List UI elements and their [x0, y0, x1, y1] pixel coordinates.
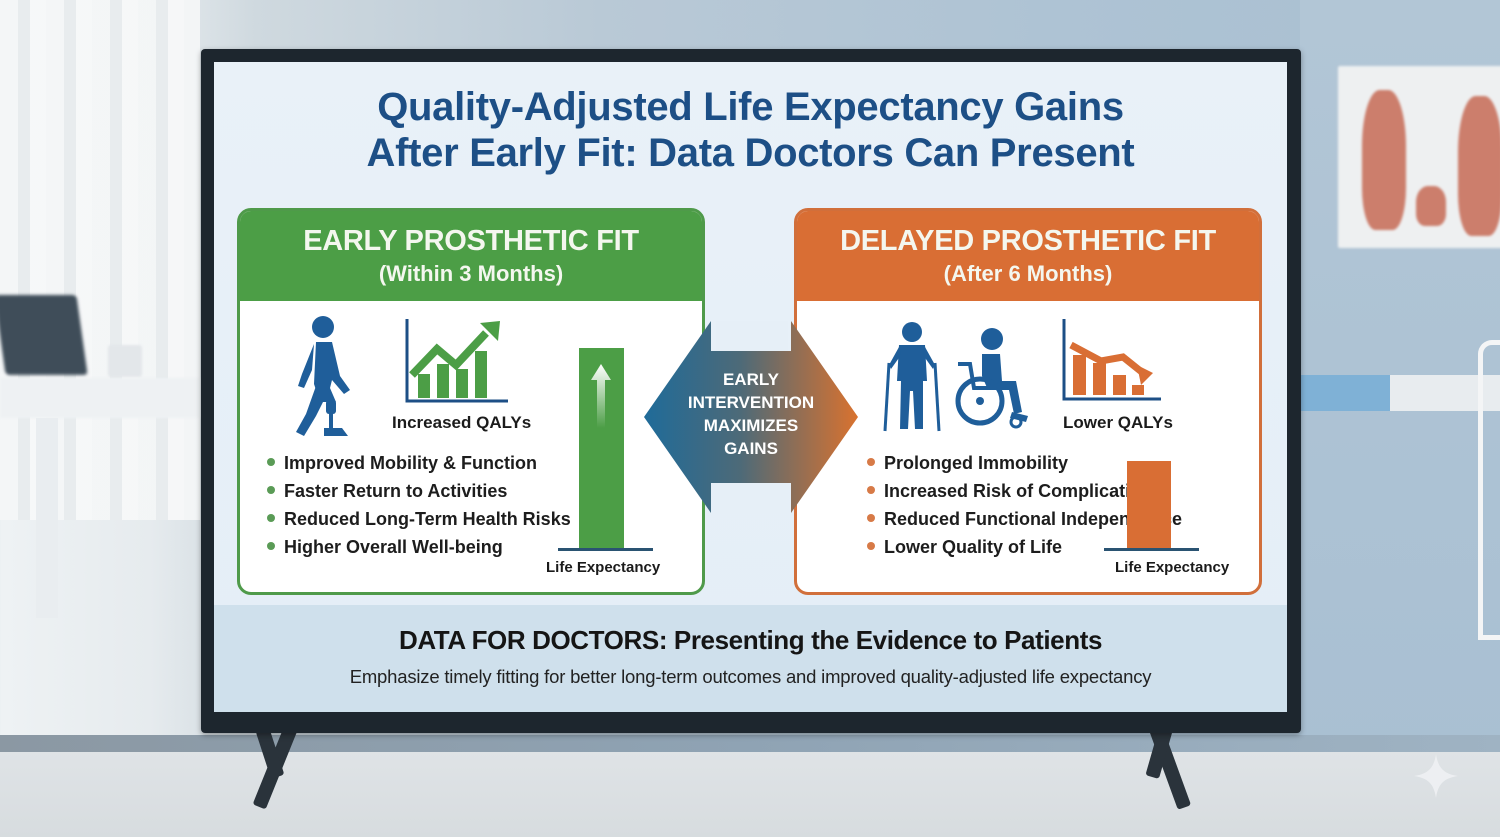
early-life-expectancy-label: Life Expectancy — [546, 559, 661, 576]
bullet-dot-icon — [267, 542, 275, 551]
delayed-fit-header: DELAYED PROSTHETIC FIT (After 6 Months) — [797, 211, 1259, 301]
bullet-dot-icon — [867, 514, 875, 523]
background-desk — [0, 378, 200, 418]
background-edge — [0, 735, 1500, 755]
up-arrow-icon — [591, 364, 611, 428]
delayed-life-expectancy-bar — [1127, 461, 1171, 550]
rising-bar-chart-icon — [405, 319, 508, 403]
delayed-fit-title: DELAYED PROSTHETIC FIT — [840, 225, 1216, 257]
list-item: Faster Return to Activities — [267, 477, 571, 505]
early-fit-title: EARLY PROSTHETIC FIT — [303, 225, 639, 257]
delayed-chart-baseline — [1104, 548, 1199, 551]
list-item: Increased Risk of Complications — [867, 477, 1182, 505]
title-line-1: Quality-Adjusted Life Expectancy Gains — [377, 85, 1124, 129]
window-curtain — [0, 0, 200, 520]
anatomy-poster — [1338, 66, 1500, 248]
bullet-dot-icon — [267, 458, 275, 467]
wheelchair-icon — [955, 328, 1028, 429]
list-item: Prolonged Immobility — [867, 449, 1182, 477]
bullet-dot-icon — [867, 486, 875, 495]
background-laptop — [0, 295, 88, 375]
table-surface — [0, 752, 1500, 837]
delayed-fit-subtitle: (After 6 Months) — [943, 261, 1113, 286]
bullet-dot-icon — [267, 514, 275, 523]
center-message: EARLY INTERVENTION MAXIMIZES GAINS — [687, 370, 815, 458]
person-crutches-icon — [883, 322, 941, 432]
double-arrow-icon — [644, 321, 858, 513]
lower-qalys-label: Lower QALYs — [1063, 413, 1173, 432]
title-line-2: After Early Fit: Data Doctors Can Presen… — [366, 131, 1135, 175]
list-item: Higher Overall Well-being — [267, 533, 571, 561]
walking-prosthetic-leg-icon — [296, 316, 350, 436]
delayed-fit-panel: DELAYED PROSTHETIC FIT (After 6 Months) — [794, 208, 1262, 595]
tv-monitor: Quality-Adjusted Life Expectancy Gains A… — [201, 49, 1301, 733]
bullet-dot-icon — [867, 542, 875, 551]
early-fit-header: EARLY PROSTHETIC FIT (Within 3 Months) — [240, 211, 702, 301]
bullet-dot-icon — [867, 458, 875, 467]
early-benefits-list: Improved Mobility & Function Faster Retu… — [267, 449, 571, 561]
background-cup — [108, 345, 142, 377]
exam-bench — [1300, 375, 1500, 411]
increased-qalys-label: Increased QALYs — [392, 413, 532, 432]
tv-screen: Quality-Adjusted Life Expectancy Gains A… — [214, 62, 1287, 712]
falling-bar-chart-icon — [1062, 319, 1161, 401]
list-item: Lower Quality of Life — [867, 533, 1182, 561]
early-chart-baseline — [558, 548, 653, 551]
early-fit-panel: EARLY PROSTHETIC FIT (Within 3 Months) — [237, 208, 705, 595]
background-desk-leg — [36, 418, 58, 618]
slide-title: Quality-Adjusted Life Expectancy Gains A… — [214, 84, 1287, 176]
footer-title: DATA FOR DOCTORS: Presenting the Evidenc… — [398, 625, 1103, 655]
early-fit-subtitle: (Within 3 Months) — [378, 261, 564, 286]
list-item: Reduced Functional Independence — [867, 505, 1182, 533]
bullet-dot-icon — [267, 486, 275, 495]
bed-rail — [1478, 340, 1500, 640]
list-item: Improved Mobility & Function — [267, 449, 571, 477]
delayed-risks-list: Prolonged Immobility Increased Risk of C… — [867, 449, 1182, 561]
footer-banner: DATA FOR DOCTORS: Presenting the Evidenc… — [214, 605, 1287, 712]
early-life-expectancy-bar — [579, 348, 624, 550]
sparkle-icon — [1414, 754, 1458, 798]
list-item: Reduced Long-Term Health Risks — [267, 505, 571, 533]
footer-subtitle: Emphasize timely fitting for better long… — [349, 666, 1152, 687]
delayed-life-expectancy-label: Life Expectancy — [1115, 559, 1230, 576]
